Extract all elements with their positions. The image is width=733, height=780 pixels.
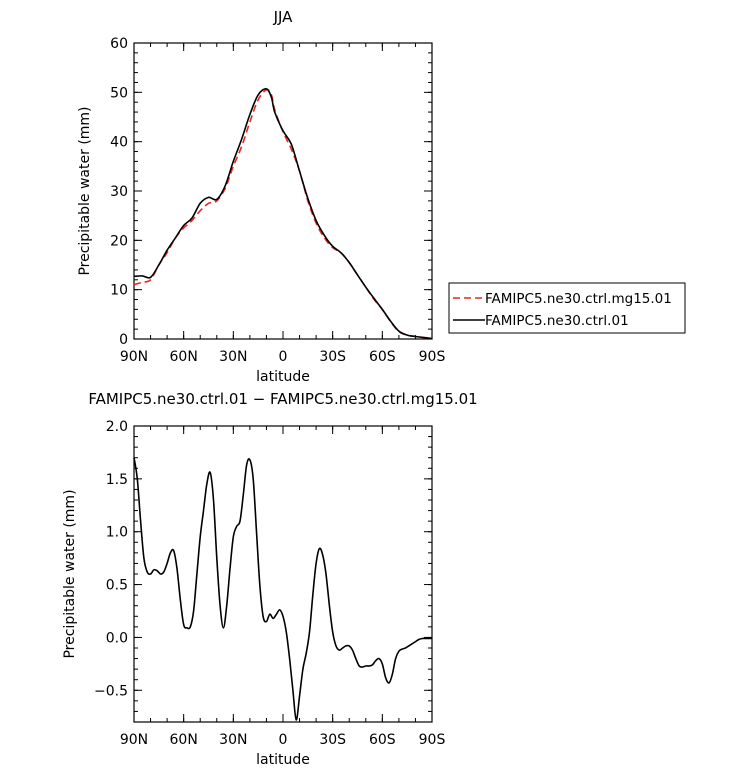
x-tick-label: 30S bbox=[319, 349, 346, 365]
x-tick-label: 60S bbox=[369, 732, 396, 748]
y-tick-label: 40 bbox=[110, 135, 128, 151]
x-tick-label: 60N bbox=[170, 349, 198, 365]
x-tick-label: 90S bbox=[419, 732, 446, 748]
y-tick-label: 60 bbox=[110, 36, 128, 52]
plot-frame bbox=[133, 42, 433, 340]
x-axis-label: latitude bbox=[256, 369, 310, 385]
chart-title: JJA bbox=[273, 8, 294, 26]
x-tick-label: 60N bbox=[170, 732, 198, 748]
y-tick-label: −0.5 bbox=[94, 683, 128, 699]
y-tick-label: 20 bbox=[110, 233, 128, 249]
x-tick-label: 0 bbox=[279, 732, 288, 748]
chart-legend: FAMIPC5.ne30.ctrl.mg15.01 FAMIPC5.ne30.ct… bbox=[448, 282, 686, 334]
x-axis-label: latitude bbox=[256, 752, 310, 768]
y-tick-label: 2.0 bbox=[106, 419, 128, 435]
x-tick-label: 30S bbox=[319, 732, 346, 748]
bottom-chart: −0.5 0.0 0.5 1.0 1.5 2.0 90N 60N 30N 0 30S 60S 90S FA… bbox=[62, 390, 478, 768]
x-tick-label: 30N bbox=[219, 349, 247, 365]
x-tick-label: 60S bbox=[369, 349, 396, 365]
x-tick-label: 30N bbox=[219, 732, 247, 748]
x-tick-label: 0 bbox=[279, 349, 288, 365]
y-tick-label: 30 bbox=[110, 184, 128, 200]
series-line-0 bbox=[133, 457, 432, 721]
y-tick-label: 10 bbox=[110, 283, 128, 299]
legend-box bbox=[448, 282, 686, 334]
y-tick-label: 0.5 bbox=[106, 578, 128, 594]
series-line-0 bbox=[133, 88, 433, 340]
y-tick-label: 1.5 bbox=[106, 472, 128, 488]
top-chart: 0 10 20 30 40 50 60 90N 60N 30N 0 30S 60S 90S JJA latit… bbox=[77, 8, 445, 385]
plot-frame bbox=[133, 425, 433, 723]
y-tick-label: 0.0 bbox=[106, 630, 128, 646]
y-tick-label: 1.0 bbox=[106, 525, 128, 541]
y-axis-label: Precipitable water (mm) bbox=[77, 106, 93, 275]
x-tick-label: 90N bbox=[120, 732, 148, 748]
chart-title: FAMIPC5.ne30.ctrl.01 − FAMIPC5.ne30.ctrl… bbox=[88, 390, 477, 408]
x-tick-label: 90N bbox=[120, 349, 148, 365]
series-line-1 bbox=[133, 88, 433, 340]
y-tick-label: 50 bbox=[110, 85, 128, 101]
y-tick-label: 0 bbox=[119, 332, 128, 348]
legend-label-0: FAMIPC5.ne30.ctrl.mg15.01 bbox=[485, 291, 672, 307]
y-axis-label: Precipitable water (mm) bbox=[62, 489, 78, 658]
legend-label-1: FAMIPC5.ne30.ctrl.01 bbox=[485, 313, 629, 329]
x-tick-label: 90S bbox=[419, 349, 446, 365]
